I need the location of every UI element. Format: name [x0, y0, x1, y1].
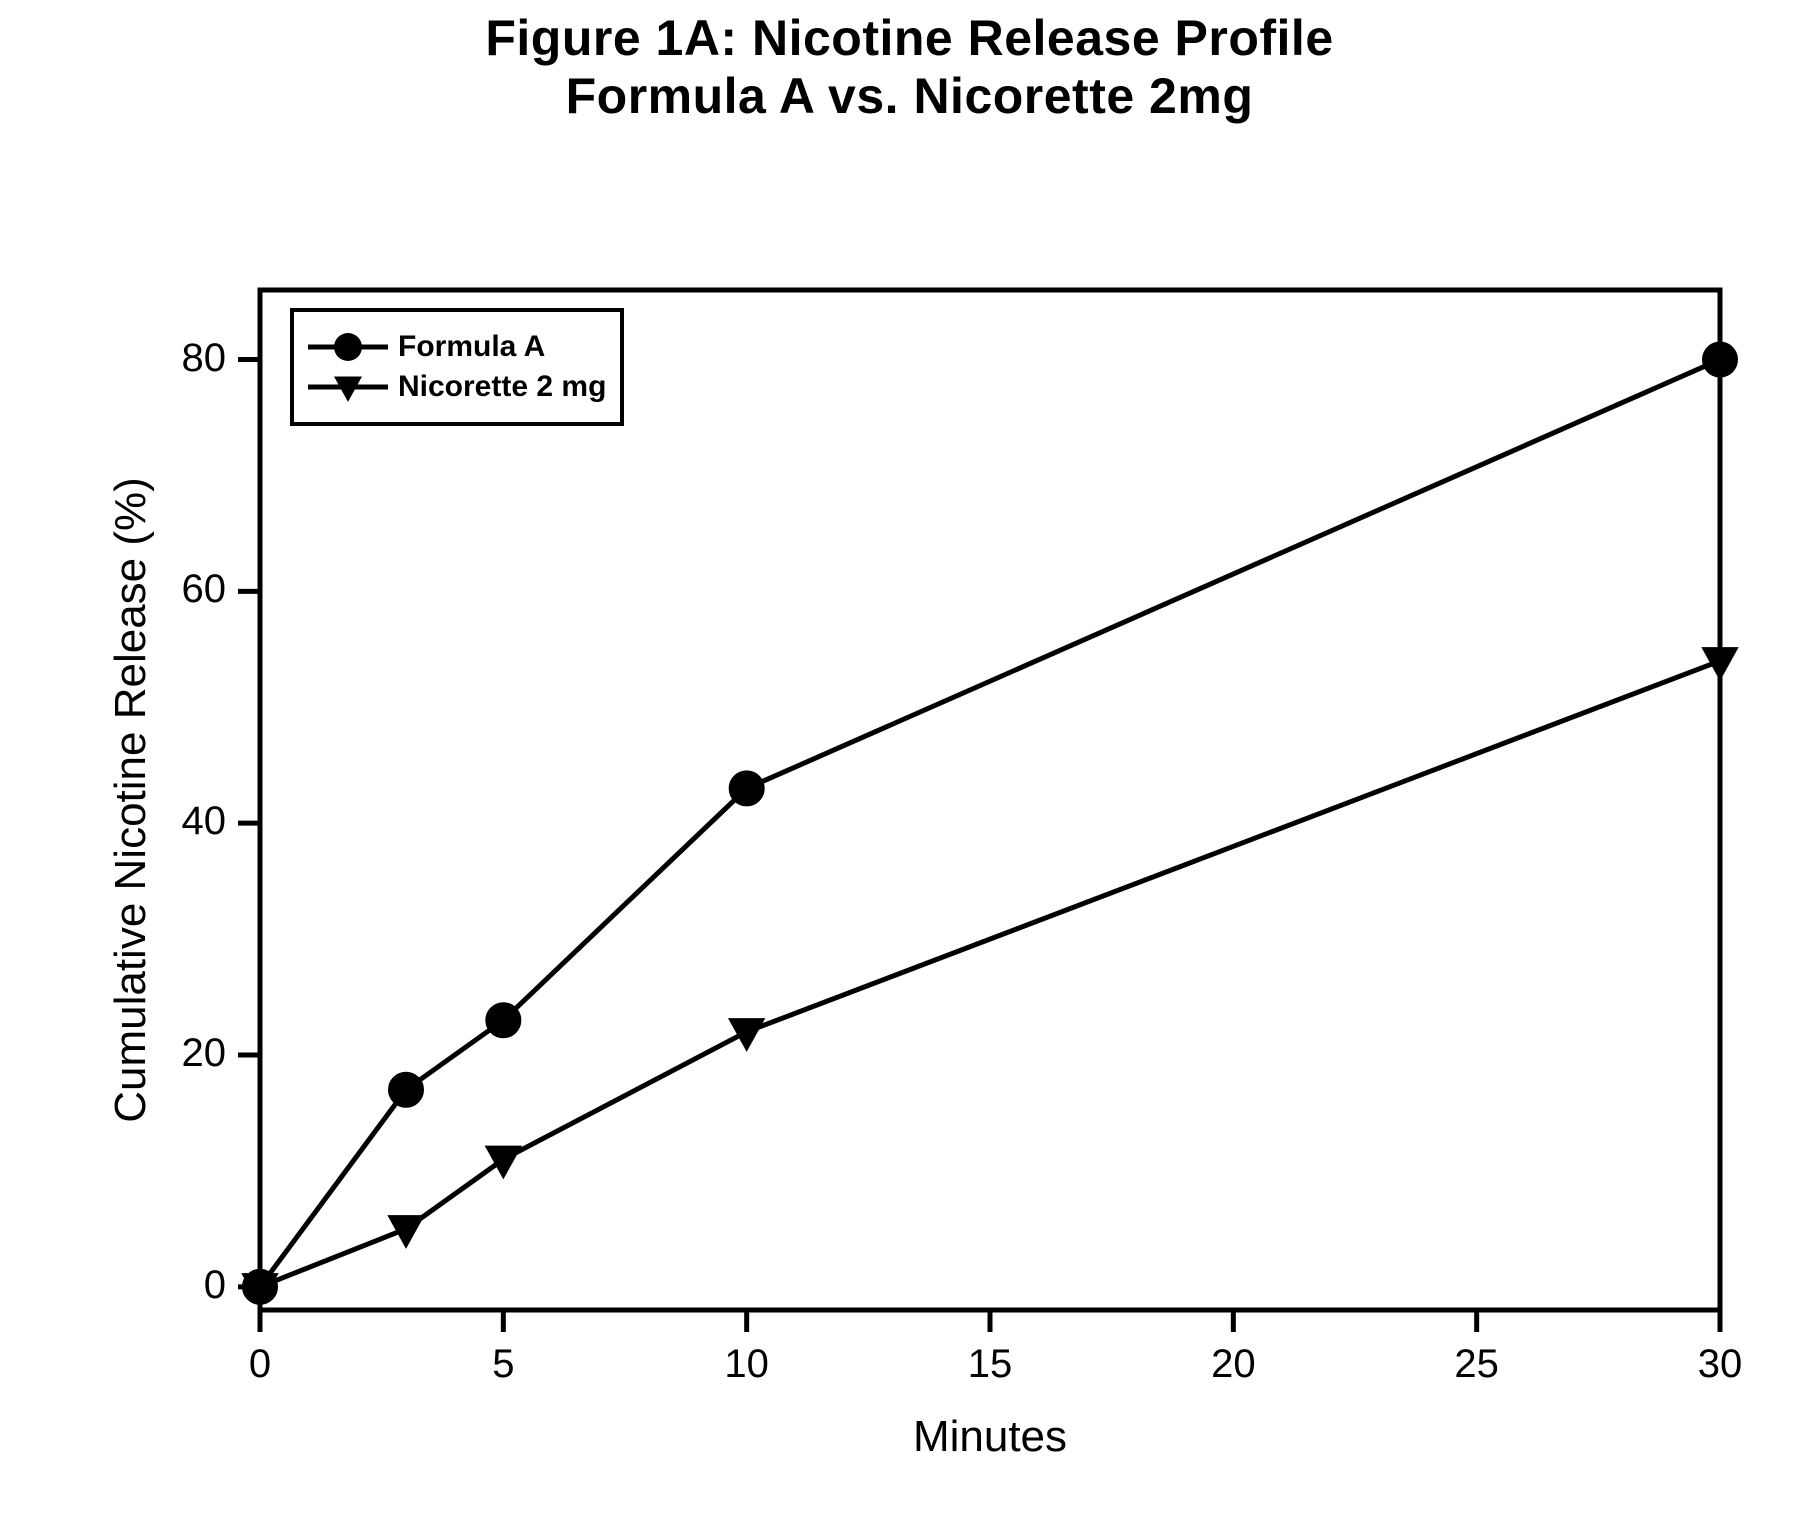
- x-tick-label: 30: [1690, 1342, 1750, 1387]
- x-tick-label: 5: [473, 1342, 533, 1387]
- legend-item-label: Nicorette 2 mg: [398, 370, 606, 404]
- legend-item: Formula A: [308, 330, 606, 364]
- x-tick-label: 10: [717, 1342, 777, 1387]
- y-tick-label: 80: [182, 336, 227, 381]
- page: Figure 1A: Nicotine Release Profile Form…: [0, 0, 1819, 1530]
- legend-item-label: Formula A: [398, 330, 545, 364]
- x-axis-label: Minutes: [870, 1412, 1110, 1462]
- x-tick-label: 20: [1203, 1342, 1263, 1387]
- x-tick-label: 0: [230, 1342, 290, 1387]
- triangle-down-marker-icon: [308, 370, 388, 404]
- y-tick-label: 60: [182, 567, 227, 612]
- chart-title-line-1: Figure 1A: Nicotine Release Profile: [0, 10, 1819, 68]
- chart-title-line-2: Formula A vs. Nicorette 2mg: [0, 68, 1819, 126]
- y-tick-label: 40: [182, 799, 227, 844]
- chart-title: Figure 1A: Nicotine Release Profile Form…: [0, 10, 1819, 125]
- plot-area: [260, 290, 1720, 1310]
- x-tick-label: 15: [960, 1342, 1020, 1387]
- legend-item: Nicorette 2 mg: [308, 370, 606, 404]
- legend: Formula A Nicorette 2 mg: [290, 308, 624, 426]
- y-axis-label: Cumulative Nicotine Release (%): [106, 420, 156, 1180]
- y-tick-label: 0: [204, 1263, 226, 1308]
- circle-marker-icon: [308, 330, 388, 364]
- y-tick-label: 20: [182, 1031, 227, 1076]
- x-tick-label: 25: [1447, 1342, 1507, 1387]
